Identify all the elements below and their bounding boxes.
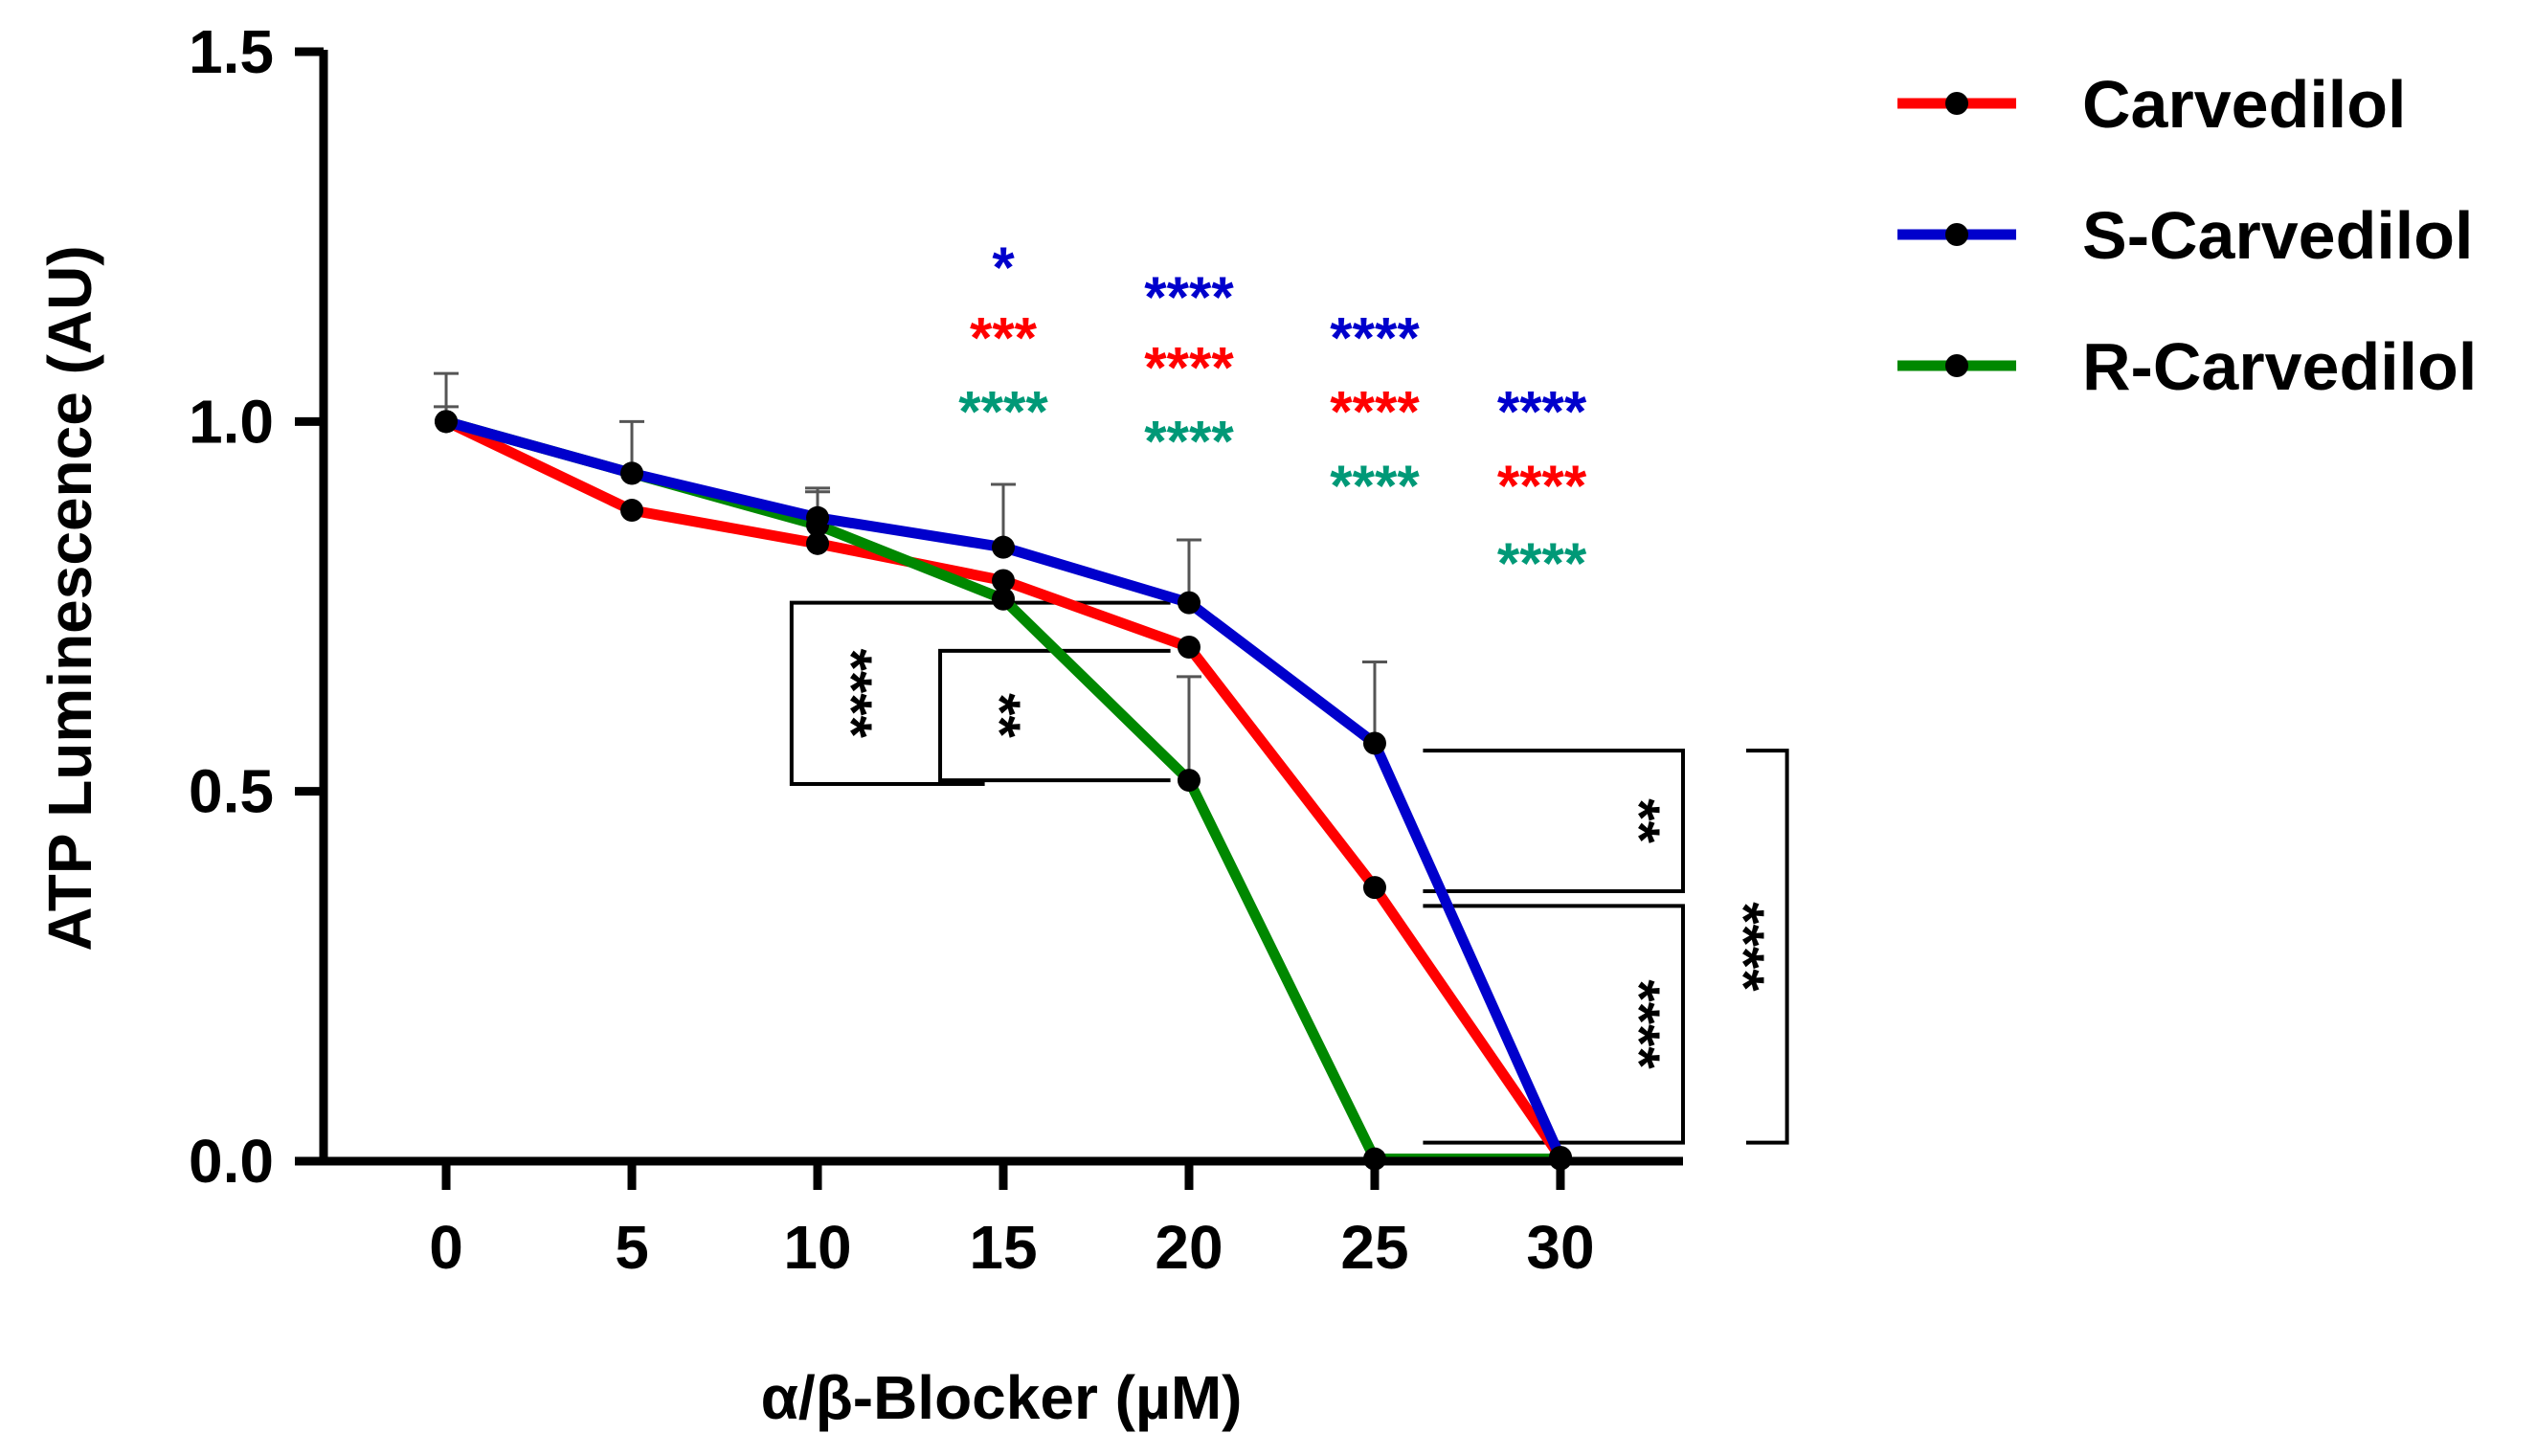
data-point (1362, 731, 1386, 755)
y-axis-title: ATP Luminescence (AU) (35, 245, 104, 951)
data-point (435, 410, 459, 434)
significance-label: *** (970, 305, 1038, 370)
data-point (1177, 769, 1201, 793)
legend-marker (1945, 223, 1968, 246)
legend-label: R-Carvedilol (2082, 329, 2477, 404)
x-tick-label: 10 (783, 1213, 851, 1282)
legend-marker (1945, 354, 1968, 377)
data-point (620, 461, 644, 485)
significance-label: **** (1144, 265, 1234, 329)
comparison-bracket (1423, 749, 1685, 893)
significance-labels: ****************************************… (958, 235, 1587, 595)
x-tick-label: 0 (429, 1213, 463, 1282)
ticks: 0.0 0.5 1.0 1.5 0 5 10 15 20 25 30 (189, 17, 1595, 1282)
comparison-bracket (789, 600, 1171, 786)
comparison-bracket-label: ** (1607, 798, 1672, 843)
data-point (1177, 591, 1201, 615)
comparison-bracket-label: **** (819, 649, 884, 739)
x-axis-title: α/β-Blocker (µM) (761, 1363, 1243, 1432)
data-point (806, 531, 830, 555)
data-point (992, 569, 1015, 593)
x-tick-label: 25 (1340, 1213, 1408, 1282)
comparison-bracket-label: **** (1607, 979, 1672, 1069)
significance-label: **** (1144, 335, 1234, 399)
significance-label: **** (1497, 454, 1587, 518)
data-point (992, 535, 1015, 559)
significance-label: **** (1144, 410, 1234, 474)
y-tick-label: 0.0 (189, 1127, 274, 1196)
y-tick-label: 1.5 (189, 17, 274, 86)
significance-label: **** (1497, 380, 1587, 444)
x-tick-label: 20 (1155, 1213, 1223, 1282)
x-tick-label: 15 (969, 1213, 1037, 1282)
y-tick-label: 1.0 (189, 387, 274, 456)
significance-label: **** (1330, 454, 1420, 518)
data-point (620, 499, 644, 523)
significance-label: **** (1330, 305, 1420, 370)
comparison-bracket-label: ** (968, 693, 1032, 738)
comparison-bracket (1745, 749, 1789, 1145)
legend-label: Carvedilol (2082, 67, 2406, 142)
y-tick-label: 0.5 (189, 757, 274, 826)
legend-marker (1945, 92, 1968, 115)
x-tick-label: 5 (615, 1213, 649, 1282)
significance-label: * (992, 235, 1015, 300)
significance-label: **** (958, 380, 1048, 444)
legend-label: S-Carvedilol (2082, 198, 2473, 273)
legend: Carvedilol S-Carvedilol R-Carvedilol (1897, 67, 2477, 404)
x-tick-label: 30 (1526, 1213, 1594, 1282)
data-point (1362, 876, 1386, 900)
significance-label: **** (1497, 531, 1587, 595)
data-point (992, 587, 1015, 611)
data-point (806, 505, 830, 529)
significance-label: **** (1330, 380, 1420, 444)
comparison-bracket-label: **** (1712, 902, 1776, 992)
data-point (1177, 635, 1201, 659)
